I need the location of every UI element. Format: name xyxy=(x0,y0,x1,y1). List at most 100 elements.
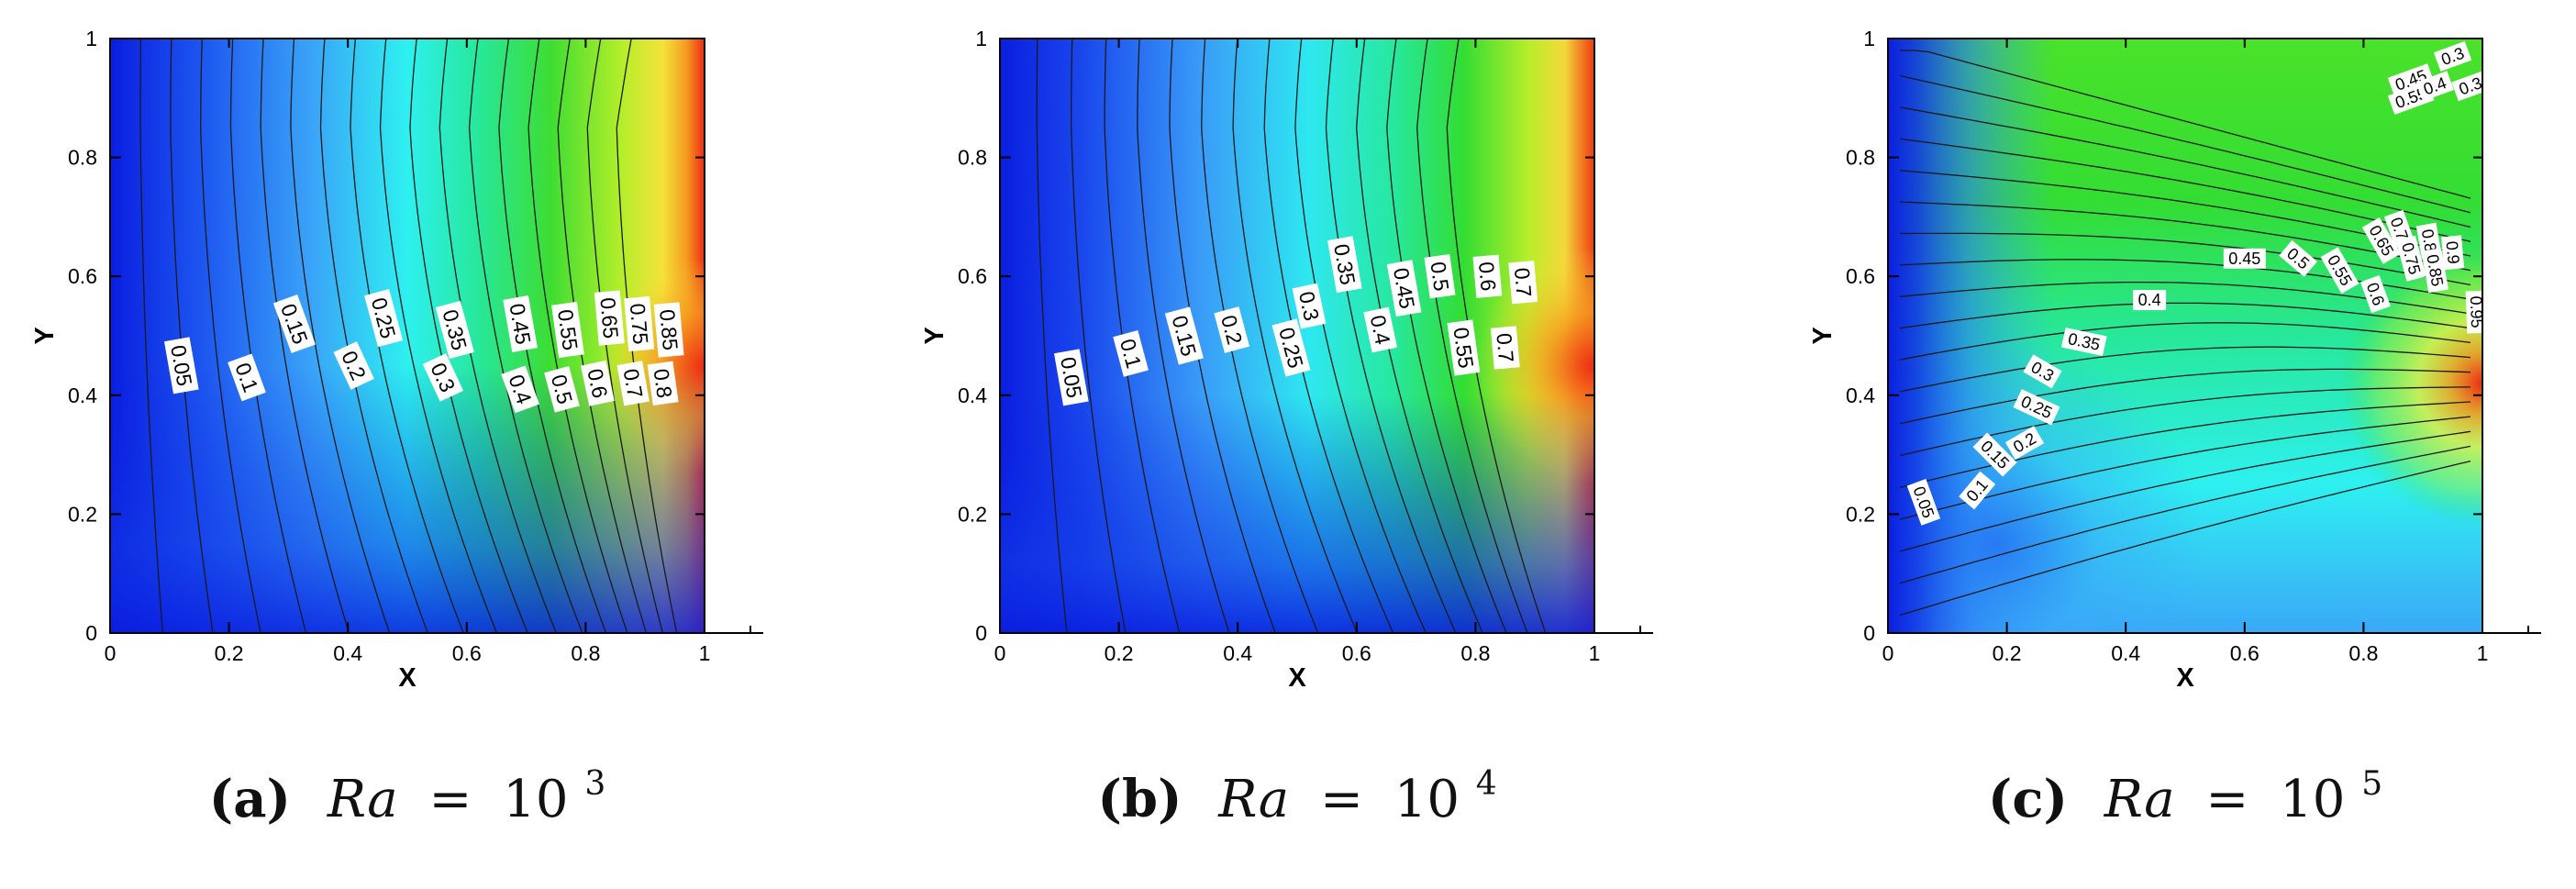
contour-line xyxy=(319,38,428,634)
contour-line xyxy=(409,38,528,634)
contour-label: 0.5 xyxy=(544,365,580,413)
contour-line xyxy=(1899,106,2471,228)
contour-label: 0.55 xyxy=(1447,319,1481,376)
contour-label-bg xyxy=(2359,274,2391,314)
contour-line xyxy=(1071,38,1127,634)
contour-label: 0.6 xyxy=(1472,254,1503,298)
x-axis-title: X xyxy=(398,663,416,693)
contour-line xyxy=(1386,38,1507,634)
x-tick-label: 0.6 xyxy=(2230,641,2260,665)
contour-line xyxy=(260,38,350,634)
y-tick-label: 0.8 xyxy=(958,146,987,170)
contour-label-text: 0.45 xyxy=(2228,250,2260,268)
contour-label-bg xyxy=(2433,40,2472,72)
contour-label: 0.3 xyxy=(1292,283,1327,329)
contour-line xyxy=(1416,38,1528,634)
caption-c-eq: = xyxy=(2205,770,2248,829)
caption-b-label: (b) xyxy=(1097,769,1182,829)
contour-label: 0.7 xyxy=(616,361,650,406)
caption-b-var: Ra xyxy=(1217,770,1289,829)
contour-line xyxy=(1899,302,2471,329)
contour-label: 0.1 xyxy=(1113,330,1149,377)
y-axis-title: Y xyxy=(1808,327,1838,344)
contour-label-bg xyxy=(2004,426,2045,461)
contour-label-bg xyxy=(163,337,199,394)
x-axis-title: X xyxy=(1288,663,1306,693)
contour-label-text: 0.4 xyxy=(2138,291,2161,309)
contour-label: 0.95 xyxy=(2465,290,2488,334)
x-tick-label: 0.8 xyxy=(1460,641,1490,665)
x-tick-label: 1 xyxy=(1589,641,1601,665)
hot-core-c xyxy=(1888,39,2482,633)
contour-label: 0.7 xyxy=(1508,261,1538,305)
contour-label-bg xyxy=(228,353,266,402)
contour-label-bg xyxy=(1113,330,1149,377)
x-tick-label: 0.4 xyxy=(1223,641,1252,665)
contour-label-bg xyxy=(1906,479,1941,526)
caption-a-base: 10 xyxy=(503,770,568,829)
contour-label-bg xyxy=(2451,71,2490,102)
contour-label-text: 0.75 xyxy=(626,303,653,346)
contour-line xyxy=(1899,460,2471,617)
contour-line xyxy=(1899,368,2471,425)
contour-labels-c: 0.05 0.10.150.20.250.30.350.40.45 0.5 0.550… xyxy=(1906,40,2490,526)
x-tick-label: 0.4 xyxy=(333,641,362,665)
contour-line xyxy=(200,38,261,634)
x-tick-label: 0.2 xyxy=(1105,641,1134,665)
contour-line xyxy=(1899,430,2471,552)
caption-a-exp: 3 xyxy=(584,765,605,803)
contour-label-bg xyxy=(1447,319,1481,376)
x-tick-label: 0.2 xyxy=(1993,641,2022,665)
contour-label-bg xyxy=(1972,432,2017,477)
caption-c-var: Ra xyxy=(2104,770,2175,829)
x-tick-label: 0.4 xyxy=(2111,641,2140,665)
contour-label-text: 0.7 xyxy=(1492,332,1518,363)
contour-label-bg xyxy=(1271,318,1311,377)
contour-label-bg xyxy=(544,365,580,413)
contour-label: 0.8 xyxy=(647,361,679,406)
contour-label-bg xyxy=(1164,306,1204,365)
contour-label-text: 0.7 xyxy=(619,367,648,400)
contour-label-bg xyxy=(2013,389,2060,426)
contour-line xyxy=(1899,416,2471,520)
panel-b: 0.050.1 0.15 0.2 0.250.30.350.40.45 0.50.550… xyxy=(920,27,1653,693)
contour-label: 0.5 xyxy=(1424,253,1456,299)
contour-label-text: 0.7 xyxy=(1510,267,1537,298)
y-tick-label: 0.2 xyxy=(958,502,987,526)
contour-line xyxy=(290,38,391,634)
contour-label-bg xyxy=(364,288,404,348)
contour-line xyxy=(1899,322,2471,361)
y-tick-label: 1 xyxy=(85,27,97,50)
y-tick-label: 0.6 xyxy=(958,264,987,288)
x-tick-label: 0.6 xyxy=(1342,641,1371,665)
contour-label-bg xyxy=(333,341,374,390)
contour-label-text: 0.55 xyxy=(1449,326,1478,370)
y-tick-label: 0 xyxy=(975,621,987,645)
x-tick-label: 0.6 xyxy=(452,641,482,665)
contour-label: 0.05 xyxy=(1053,349,1089,406)
contour-label-bg xyxy=(1053,349,1089,406)
contour-line xyxy=(1899,232,2471,286)
contour-label-text: 0.5 xyxy=(1426,261,1453,293)
contour-line xyxy=(1899,386,2471,457)
contour-line xyxy=(170,38,214,634)
contour-label-bg xyxy=(422,353,464,402)
contour-label: 0.85 xyxy=(653,302,684,358)
contour-line xyxy=(1137,38,1230,634)
x-tick-label: 0.8 xyxy=(571,641,600,665)
caption-a: (a) Ra = 10 3 xyxy=(209,765,605,829)
contour-label: 0.45 xyxy=(1386,260,1422,317)
x-tick-label: 1 xyxy=(699,641,711,665)
contour-line xyxy=(1899,445,2471,584)
y-tick-label: 0.2 xyxy=(1846,502,1875,526)
caption-b-eq: = xyxy=(1320,770,1363,829)
contour-line xyxy=(1325,38,1457,634)
caption-c-label: (c) xyxy=(1988,769,2068,829)
y-tick-label: 0.4 xyxy=(68,383,97,407)
contour-label-bg xyxy=(1363,306,1398,353)
contour-label-bg xyxy=(2421,248,2449,294)
contour-lines-c xyxy=(1899,50,2471,617)
contour-line xyxy=(139,38,163,634)
contour-label-bg xyxy=(2320,247,2359,294)
